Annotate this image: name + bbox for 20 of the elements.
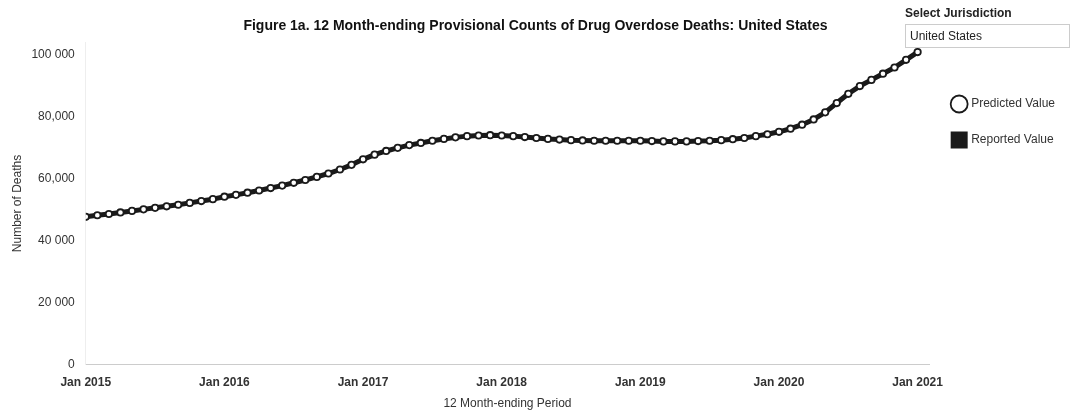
- x-tick-label: Jan 2017: [337, 374, 389, 389]
- x-tick-label: Jan 2019: [614, 374, 667, 389]
- x-tick-label: Jan 2015: [60, 374, 112, 389]
- x-tick-label: Jan 2016: [199, 374, 251, 389]
- y-tick-label: 20 000: [38, 294, 76, 309]
- x-tick-label: Jan 2021: [892, 374, 944, 389]
- jurisdiction-dropdown: United States: [905, 24, 1070, 48]
- x-axis-title: 12 Month-ending Period: [443, 396, 572, 411]
- x-tick-label: Jan 2018: [476, 374, 528, 389]
- y-tick-label: 60,000: [38, 171, 76, 186]
- y-tick-label: 40 000: [38, 232, 76, 247]
- y-tick-label: 100 000: [31, 47, 76, 62]
- legend-label: Reported Value: [971, 132, 1054, 147]
- chart-title: Figure 1a. 12 Month-ending Provisional Counts of Drug Overdose Deaths: United States: [243, 17, 828, 34]
- legend-label: Predicted Value: [971, 96, 1056, 111]
- text: Select Jurisdiction: [905, 6, 1013, 20]
- y-tick-label: 80,000: [38, 109, 76, 124]
- y-axis-title: Number of Deaths: [9, 154, 24, 253]
- x-tick-label: Jan 2020: [753, 374, 805, 389]
- y-tick-label: 0: [68, 356, 76, 371]
